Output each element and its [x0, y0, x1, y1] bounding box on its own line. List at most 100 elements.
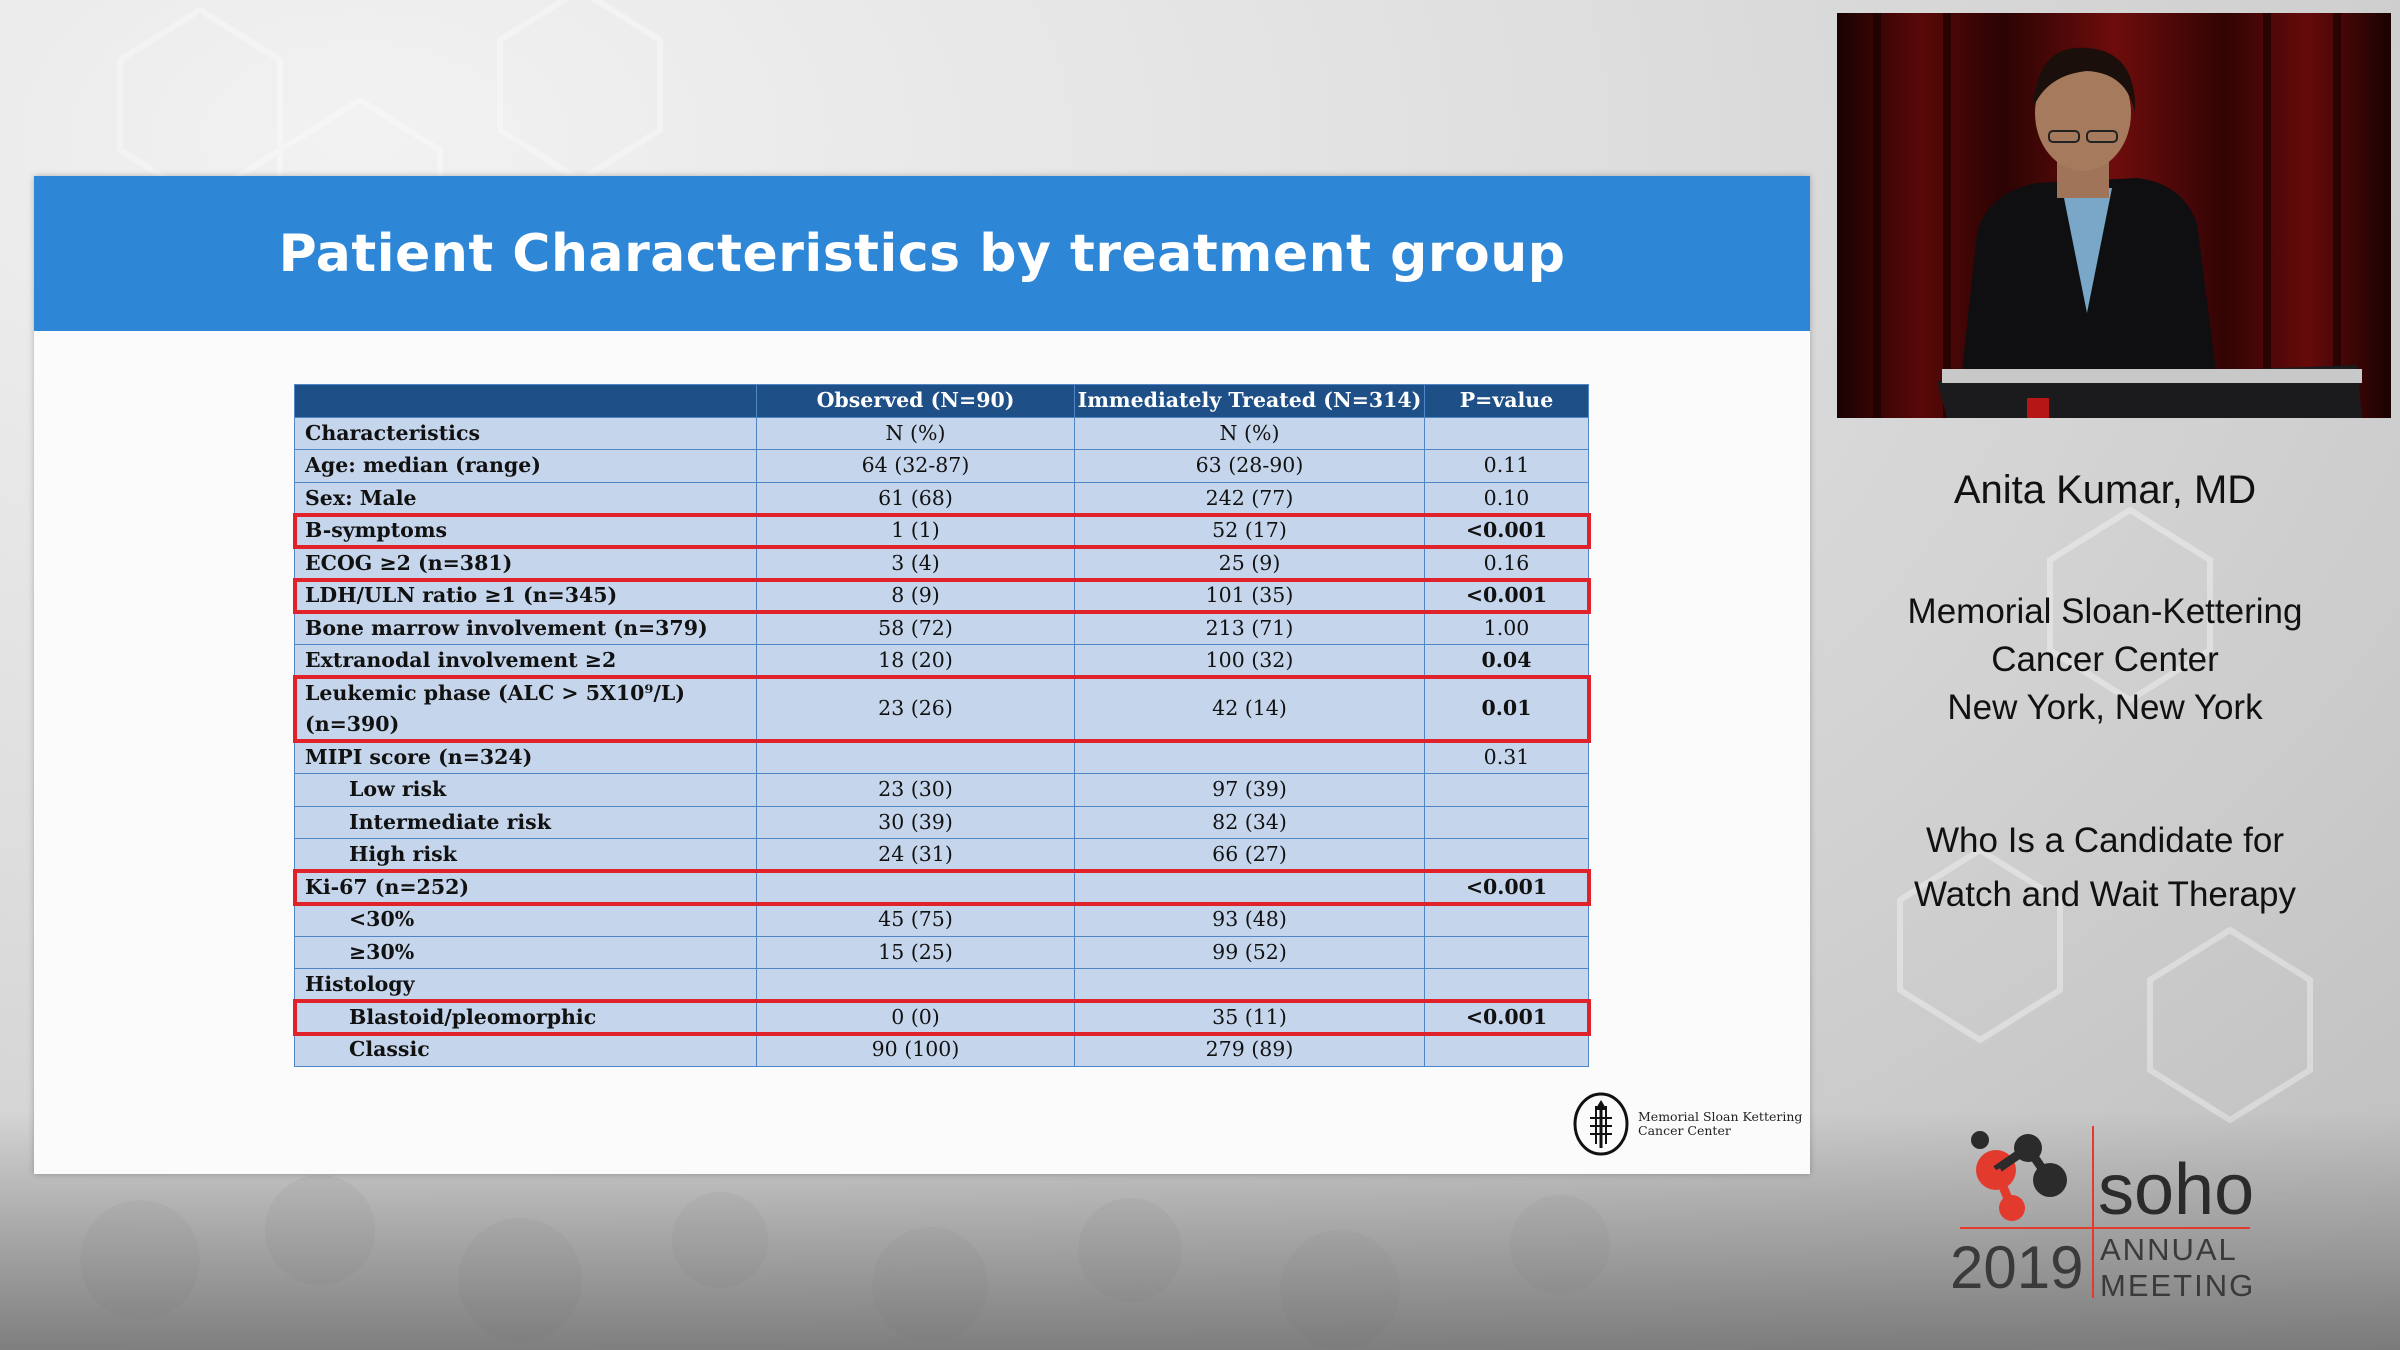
observed-cell [756, 870, 1075, 904]
treated-cell [1074, 968, 1425, 1002]
mskcc-logo: Memorial Sloan Kettering Cancer Center [1572, 1092, 1802, 1156]
table-row: Leukemic phase (ALC > 5X10⁹/L) (n=390) 23… [294, 676, 1589, 742]
observed-cell: 64 (32-87) [756, 449, 1075, 483]
p-value-cell: 0.11 [1424, 449, 1589, 483]
observed-cell: 3 (4) [756, 546, 1075, 580]
p-value-cell: 0.10 [1424, 481, 1589, 515]
table-row: Low risk 23 (30) 97 (39) [294, 773, 1589, 807]
talk-title-line-2: Watch and Wait Therapy [1914, 875, 2296, 914]
table-row: <30% 45 (75) 93 (48) [294, 903, 1589, 937]
soho-annual-meeting-logo: soho 2019 ANNUAL MEETING [1950, 1126, 2255, 1303]
observed-cell: 45 (75) [756, 903, 1075, 937]
observed-cell: 30 (39) [756, 805, 1075, 839]
logo-text-line-1: Memorial Sloan Kettering [1638, 1109, 1803, 1124]
treated-cell: 52 (17) [1074, 514, 1425, 548]
row-label-cell: MIPI score (n=324) [294, 740, 757, 774]
soho-brand-text: soho [2098, 1150, 2254, 1230]
treated-cell: 242 (77) [1074, 481, 1425, 515]
row-label-cell: Leukemic phase (ALC > 5X10⁹/L) (n=390) [294, 676, 757, 742]
treated-cell: 35 (11) [1074, 1000, 1425, 1034]
patient-characteristics-table: Observed (N=90) Immediately Treated (N=3… [294, 384, 1589, 1067]
p-value-cell [1424, 416, 1589, 450]
observed-cell: 0 (0) [756, 1000, 1075, 1034]
table-row: MIPI score (n=324) 0.31 [294, 740, 1589, 774]
treated-cell [1074, 740, 1425, 774]
presentation-slide: Patient Characteristics by treatment gro… [34, 176, 1810, 1174]
observed-cell [756, 740, 1075, 774]
soho-molecule-icon [1971, 1131, 2067, 1221]
table-row: Extranodal involvement ≥2 18 (20) 100 (32)… [294, 644, 1589, 678]
p-value-cell [1424, 1033, 1589, 1067]
conference-line-2: MEETING [2100, 1268, 2255, 1303]
table-row: ≥30% 15 (25) 99 (52) [294, 935, 1589, 969]
p-value-cell [1424, 805, 1589, 839]
observed-cell: 18 (20) [756, 644, 1075, 678]
speaker-video-frame [1837, 13, 2391, 418]
speaker-name: Anita Kumar, MD [1953, 468, 2257, 512]
table-row: Characteristics N (%) N (%) [294, 416, 1589, 450]
treated-cell: 101 (35) [1074, 579, 1425, 613]
row-label-cell: <30% [294, 903, 757, 937]
observed-cell: 8 (9) [756, 579, 1075, 613]
treated-cell [1074, 870, 1425, 904]
slide-title: Patient Characteristics by treatment gro… [278, 223, 1566, 284]
observed-cell: 58 (72) [756, 611, 1075, 645]
p-value-cell: 1.00 [1424, 611, 1589, 645]
conference-line-1: ANNUAL [2100, 1232, 2238, 1267]
affiliation-line-1: Memorial Sloan-Kettering [1907, 592, 2303, 631]
conference-year: 2019 [1950, 1234, 2083, 1301]
p-value-cell [1424, 935, 1589, 969]
talk-title: Who Is a Candidate for Watch and Wait Th… [1840, 814, 2370, 922]
table-row: LDH/ULN ratio ≥1 (n=345) 8 (9) 101 (35) <0.… [294, 579, 1589, 613]
p-value-cell: <0.001 [1424, 870, 1589, 904]
observed-cell: 23 (30) [756, 773, 1075, 807]
row-label-cell: Sex: Male [294, 481, 757, 515]
row-label-cell: Blastoid/pleomorphic [294, 1000, 757, 1034]
header-immediately-treated: Immediately Treated (N=314) [1074, 384, 1425, 418]
p-value-cell: <0.001 [1424, 1000, 1589, 1034]
row-label-cell: Characteristics [294, 416, 757, 450]
treated-cell: 97 (39) [1074, 773, 1425, 807]
observed-cell: 61 (68) [756, 481, 1075, 515]
table-row: Intermediate risk 30 (39) 82 (34) [294, 805, 1589, 839]
affiliation-line-2: Cancer Center [1991, 640, 2219, 679]
table-row: B-symptoms 1 (1) 52 (17) <0.001 [294, 514, 1589, 548]
logo-text-line-2: Cancer Center [1638, 1123, 1731, 1138]
treated-cell: 63 (28-90) [1074, 449, 1425, 483]
row-label-cell: Extranodal involvement ≥2 [294, 644, 757, 678]
p-value-cell: 0.31 [1424, 740, 1589, 774]
treated-cell: 100 (32) [1074, 644, 1425, 678]
row-label-cell: Bone marrow involvement (n=379) [294, 611, 757, 645]
row-label-cell: B-symptoms [294, 514, 757, 548]
row-label-cell: High risk [294, 838, 757, 872]
table-row: Sex: Male 61 (68) 242 (77) 0.10 [294, 481, 1589, 515]
table-row: Histology [294, 968, 1589, 1002]
observed-cell: 90 (100) [756, 1033, 1075, 1067]
p-value-cell: 0.04 [1424, 644, 1589, 678]
table-row: Age: median (range) 64 (32-87) 63 (28-90) 0… [294, 449, 1589, 483]
row-label-cell: Classic [294, 1033, 757, 1067]
observed-cell: 15 (25) [756, 935, 1075, 969]
row-label-cell: ≥30% [294, 935, 757, 969]
treated-cell: 99 (52) [1074, 935, 1425, 969]
table-row: Blastoid/pleomorphic 0 (0) 35 (11) <0.001 [294, 1000, 1589, 1034]
speaker-video[interactable] [1837, 13, 2391, 418]
row-label-cell: Intermediate risk [294, 805, 757, 839]
mskcc-emblem-icon [1573, 1092, 1629, 1156]
table-row: ECOG ≥2 (n=381) 3 (4) 25 (9) 0.16 [294, 546, 1589, 580]
table-header-row: Observed (N=90) Immediately Treated (N=3… [294, 384, 1589, 418]
row-label-cell: Ki-67 (n=252) [294, 870, 757, 904]
observed-cell [756, 968, 1075, 1002]
p-value-cell [1424, 903, 1589, 937]
row-label-cell: ECOG ≥2 (n=381) [294, 546, 757, 580]
row-label-cell: LDH/ULN ratio ≥1 (n=345) [294, 579, 757, 613]
talk-title-line-1: Who Is a Candidate for [1926, 821, 2284, 860]
header-characteristic [294, 384, 757, 418]
treated-cell: N (%) [1074, 416, 1425, 450]
observed-cell: 23 (26) [756, 676, 1075, 742]
header-p-value: P=value [1424, 384, 1589, 418]
treated-cell: 82 (34) [1074, 805, 1425, 839]
p-value-cell: 0.01 [1424, 676, 1589, 742]
treated-cell: 42 (14) [1074, 676, 1425, 742]
treated-cell: 279 (89) [1074, 1033, 1425, 1067]
